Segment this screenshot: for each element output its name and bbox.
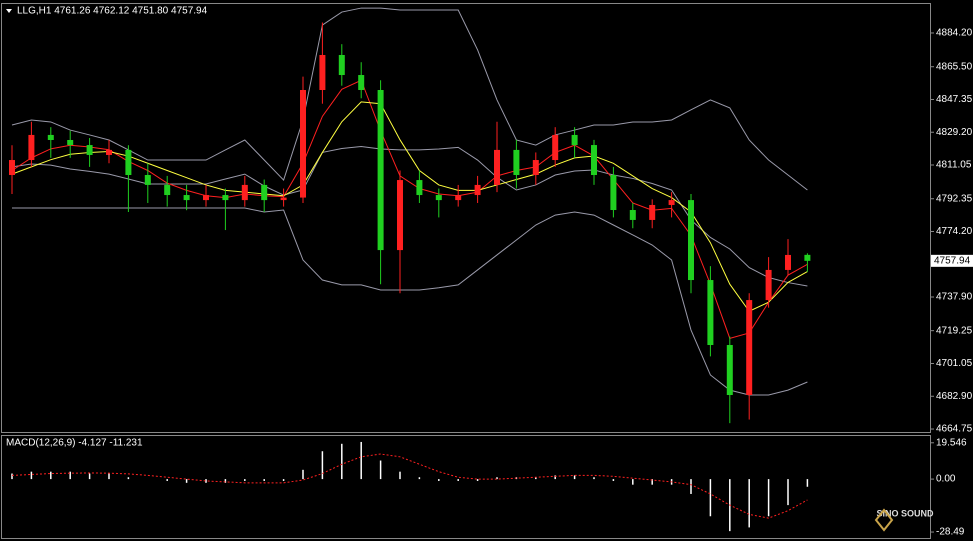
candle-body — [688, 200, 694, 281]
candle-body — [86, 145, 93, 155]
candle-body — [513, 149, 520, 176]
candle-body — [9, 160, 15, 176]
candle-body — [28, 134, 35, 161]
candle-body — [785, 254, 791, 270]
candle-body — [804, 254, 811, 261]
macd-panel — [1, 435, 931, 539]
y-tick-label: 4664.75 — [936, 424, 973, 435]
candle-body — [416, 180, 423, 196]
candle-body — [261, 184, 268, 201]
candle-body — [125, 149, 132, 176]
y-tick-label: 4701.05 — [936, 358, 973, 369]
candle-body — [280, 197, 287, 201]
y-tick-label: 4737.90 — [936, 292, 973, 303]
current-price: 4757.94 — [934, 255, 971, 266]
y-tick-label: 4792.35 — [936, 193, 973, 204]
y-tick-label: 4884.20 — [936, 28, 973, 39]
candle-body — [571, 134, 578, 146]
candle-body — [183, 195, 190, 201]
candle-body — [222, 195, 229, 201]
candle-body — [319, 54, 326, 91]
candle-body — [726, 345, 733, 396]
y-tick-label: 4811.05 — [936, 160, 972, 171]
y-tick-label: 4847.35 — [936, 94, 973, 105]
candle-body — [397, 180, 403, 251]
candle-body — [241, 184, 248, 201]
candle-body — [532, 160, 539, 176]
signal-line — [11, 453, 808, 519]
candle-body — [203, 195, 209, 201]
candle-body — [765, 269, 772, 301]
candle-body — [47, 134, 54, 140]
candle-body — [67, 139, 74, 146]
candle-body — [455, 195, 462, 201]
current-price-box — [931, 254, 973, 267]
y-tick-label: -28.49 — [936, 527, 965, 538]
indicator-line — [11, 145, 808, 287]
menu-icon — [6, 9, 12, 13]
candle-body — [746, 300, 753, 396]
y-tick-label: 4865.50 — [936, 61, 973, 72]
candle-body — [474, 184, 481, 196]
watermark: SiNO SOUND — [876, 508, 934, 518]
y-tick-label: 4719.25 — [936, 325, 973, 336]
candle-body — [610, 175, 617, 211]
candle-body — [591, 145, 597, 176]
y-tick-label: 4829.20 — [936, 127, 973, 138]
y-tick-label: 4774.20 — [936, 226, 973, 237]
candle-body — [435, 195, 442, 201]
candle-body — [494, 149, 500, 185]
candle-body — [300, 90, 306, 198]
candle-body — [552, 134, 559, 161]
candle-body — [144, 175, 151, 185]
candle-body — [338, 54, 345, 76]
candle-body — [707, 280, 714, 346]
indicator-line — [11, 7, 808, 191]
y-tick-label: 4682.90 — [936, 391, 973, 402]
candle-body — [629, 210, 636, 220]
watermark-logo — [874, 508, 894, 532]
candle-body — [358, 75, 365, 91]
candle-body — [164, 184, 171, 196]
indicator-line — [11, 79, 808, 339]
macd-title: MACD(12,26,9) -4.127 -11.231 — [6, 438, 143, 449]
price-panel — [1, 3, 931, 433]
candle-body — [377, 90, 384, 251]
y-tick-label: 19.546 — [936, 437, 967, 448]
candle-body — [668, 200, 675, 205]
indicator-line — [11, 101, 808, 312]
price-title: LLG,H1 4761.26 4762.12 4751.80 4757.94 — [17, 6, 208, 17]
y-tick-label: 0.00 — [936, 474, 956, 485]
indicator-line — [12, 207, 808, 396]
candle-body — [649, 204, 656, 220]
candle-body — [106, 149, 112, 155]
